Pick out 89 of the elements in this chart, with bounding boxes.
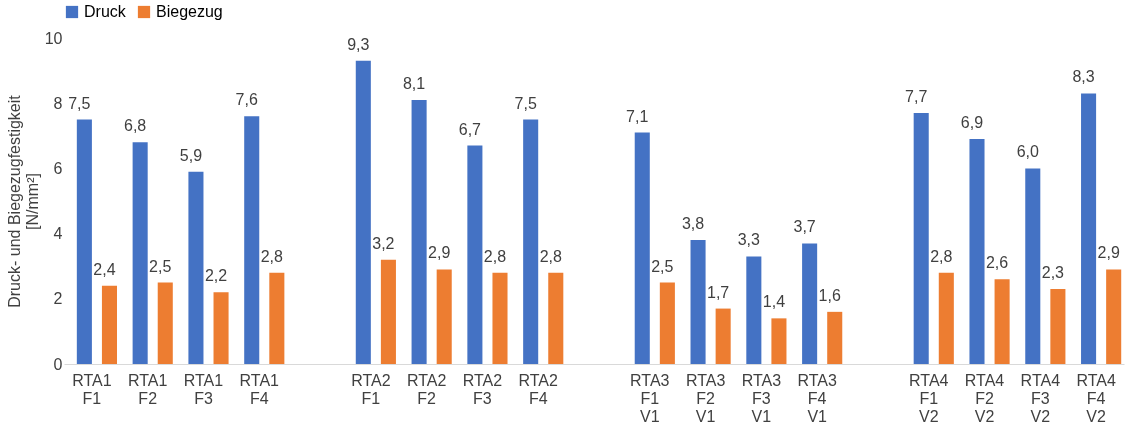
bar	[380, 259, 396, 364]
bar	[771, 318, 787, 364]
x-tick-label: RTA2 F3	[462, 371, 503, 407]
bar	[913, 112, 929, 364]
x-tick-label: RTA3 F3 V1	[741, 371, 782, 425]
x-tick-label: RTA4 F4 V2	[1076, 371, 1116, 425]
data-label: 3,7	[793, 218, 816, 236]
data-label: 1,6	[818, 286, 841, 304]
y-axis-title: Druck- und Biegezugfestigkeit [N/mm²]	[5, 94, 41, 308]
bar	[1025, 168, 1041, 364]
data-label: 2,2	[204, 267, 228, 285]
bar	[1050, 289, 1066, 364]
data-label: 8,3	[1072, 68, 1095, 86]
x-tick-label: RTA2 F1	[351, 371, 391, 407]
data-label: 3,2	[372, 234, 395, 252]
bar	[355, 60, 371, 364]
bar	[411, 99, 427, 364]
data-label: 2,5	[651, 257, 674, 275]
y-tick-label: 6	[53, 159, 63, 177]
data-label: 2,3	[1041, 264, 1065, 282]
bar	[1081, 93, 1097, 364]
bar	[715, 308, 731, 364]
y-tick-label: 4	[53, 225, 63, 243]
data-label: 9,3	[347, 35, 370, 53]
y-tick-label: 2	[53, 290, 63, 308]
data-label: 2,8	[539, 247, 562, 265]
data-label: 3,3	[737, 231, 761, 249]
bar	[659, 282, 675, 364]
data-label: 7,7	[905, 87, 928, 105]
x-tick-label: RTA4 F1 V2	[909, 371, 949, 425]
data-label: 7,5	[68, 94, 91, 112]
data-label: 1,4	[762, 293, 786, 311]
x-tick-label: RTA3 F1 V1	[630, 371, 670, 425]
x-tick-label: RTA1 F4	[239, 371, 280, 407]
bar	[969, 139, 985, 364]
data-label: 3,8	[681, 215, 705, 233]
x-tick-label: RTA1 F2	[127, 371, 168, 407]
bar	[994, 279, 1010, 364]
bar	[157, 282, 173, 364]
data-label: 7,6	[235, 91, 258, 109]
bar	[132, 142, 148, 364]
legend-label: Biegezug	[156, 3, 223, 20]
x-tick-label: RTA2 F4	[518, 371, 559, 407]
bar	[548, 272, 564, 364]
bar	[467, 145, 483, 364]
data-label: 6,8	[124, 117, 147, 135]
data-label: 6,7	[458, 120, 482, 138]
data-label: 6,9	[960, 114, 984, 132]
data-label: 2,5	[149, 257, 172, 275]
bar	[76, 119, 92, 364]
bar	[827, 311, 843, 364]
x-tick-label: RTA1 F1	[72, 371, 112, 407]
data-label: 2,4	[93, 260, 116, 278]
y-tick-label: 8	[53, 94, 63, 112]
x-tick-label: RTA3 F2 V1	[685, 371, 726, 425]
bar	[188, 171, 204, 364]
data-label: 2,8	[483, 247, 507, 265]
y-tick-label: 10	[44, 29, 63, 47]
data-label: 6,0	[1016, 143, 1039, 161]
bar	[523, 119, 539, 364]
bar	[436, 269, 452, 364]
data-label: 2,8	[260, 247, 284, 265]
bar	[690, 240, 706, 364]
data-label: 2,9	[428, 244, 451, 262]
data-label: 1,7	[707, 283, 730, 301]
x-tick-label: RTA3 F4 V1	[797, 371, 837, 425]
data-label: 5,9	[179, 146, 203, 164]
x-tick-label: RTA4 F2 V2	[964, 371, 1005, 425]
bar	[101, 285, 117, 364]
data-label: 8,1	[402, 74, 426, 92]
data-label: 2,8	[930, 247, 953, 265]
bar	[746, 256, 762, 364]
legend-label: Druck	[84, 3, 127, 20]
x-tick-label: RTA4 F3 V2	[1020, 371, 1061, 425]
bar	[213, 292, 229, 364]
bar	[802, 243, 818, 364]
data-label: 7,5	[514, 94, 537, 112]
bar	[269, 272, 285, 364]
data-label: 7,1	[626, 107, 649, 125]
bar	[492, 272, 508, 364]
bar	[938, 272, 954, 364]
y-tick-label: 0	[53, 355, 63, 373]
data-label: 2,9	[1097, 244, 1120, 262]
bar	[1106, 269, 1122, 364]
bar	[634, 132, 650, 364]
data-label: 2,6	[985, 254, 1009, 272]
x-tick-label: RTA2 F2	[406, 371, 447, 407]
x-tick-label: RTA1 F3	[183, 371, 224, 407]
bar	[244, 116, 260, 364]
